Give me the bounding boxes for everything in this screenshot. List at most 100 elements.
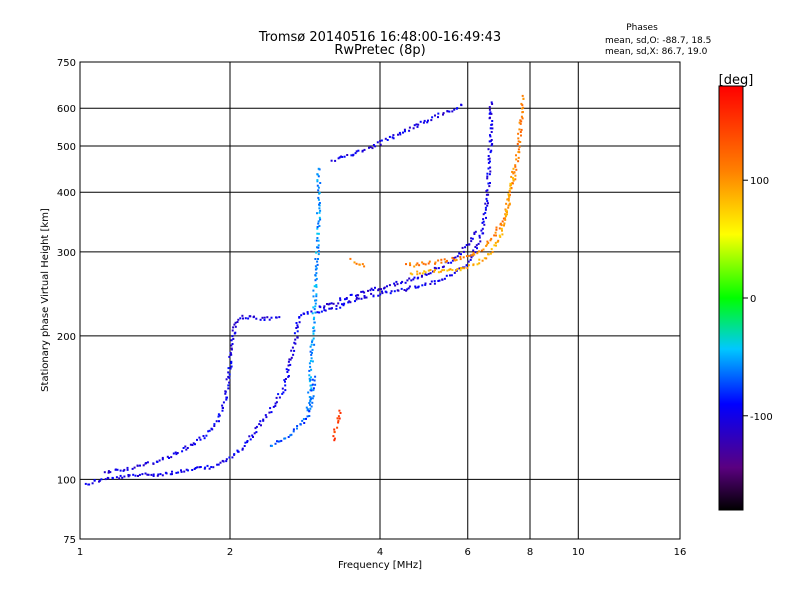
data-point [500, 227, 503, 230]
data-point [308, 415, 311, 417]
data-point [480, 229, 483, 232]
data-point [146, 473, 149, 476]
data-point [230, 347, 233, 350]
data-point [522, 97, 525, 100]
y-tick-label: 500 [57, 142, 76, 153]
data-point [315, 299, 318, 302]
data-point [308, 410, 311, 413]
data-point [302, 312, 305, 315]
data-point [309, 365, 312, 368]
data-point [308, 374, 311, 377]
data-point [306, 311, 309, 314]
data-point [441, 269, 444, 272]
data-point [398, 131, 401, 134]
chart-subtitle: RwPretec (8p) [334, 43, 425, 58]
data-point [309, 384, 312, 387]
data-point [315, 293, 318, 296]
data-point [490, 144, 493, 147]
data-point [510, 175, 513, 178]
data-point [372, 289, 375, 291]
data-point [316, 180, 319, 183]
data-point [455, 107, 458, 110]
data-point [490, 101, 493, 104]
data-point [272, 405, 275, 408]
x-tick-label: 16 [674, 547, 687, 558]
data-point [389, 292, 392, 295]
data-point [285, 368, 288, 371]
data-point [315, 251, 318, 254]
data-point [229, 352, 232, 355]
data-point [409, 272, 412, 275]
data-point [314, 383, 317, 386]
data-point [119, 474, 122, 477]
data-point [485, 244, 488, 247]
data-point [283, 379, 286, 382]
data-point [353, 261, 356, 264]
data-point [423, 119, 426, 122]
data-point [350, 154, 353, 157]
data-point [429, 269, 432, 271]
data-point [309, 345, 312, 348]
data-point [467, 260, 470, 263]
data-point [309, 360, 312, 362]
data-point [274, 404, 277, 407]
data-point [133, 466, 136, 469]
data-point [334, 159, 337, 162]
data-point [434, 261, 437, 264]
data-point [477, 242, 480, 245]
data-point [311, 383, 314, 386]
data-point [416, 273, 419, 276]
data-point [121, 476, 124, 479]
data-point [310, 397, 312, 400]
data-point [171, 470, 173, 473]
data-point [172, 452, 175, 455]
data-point [412, 278, 415, 281]
data-point [343, 155, 346, 158]
data-point [207, 430, 210, 433]
data-point [317, 253, 320, 256]
data-point [474, 230, 477, 233]
data-point [489, 111, 492, 114]
data-point [498, 227, 501, 230]
colorbar-label: [deg] [719, 73, 754, 88]
data-point [312, 318, 315, 321]
data-point [501, 229, 503, 232]
data-point [490, 237, 493, 240]
data-point [370, 292, 373, 295]
data-point [316, 226, 319, 228]
data-point [333, 437, 336, 440]
data-point [415, 123, 418, 126]
data-point [277, 440, 280, 443]
data-point [437, 116, 439, 119]
y-tick-label: 200 [57, 332, 76, 343]
data-point [315, 285, 318, 288]
data-point [424, 271, 427, 274]
data-point [161, 474, 164, 477]
data-point [507, 193, 510, 196]
data-point [263, 319, 266, 321]
data-point [520, 134, 522, 137]
data-point [270, 411, 273, 414]
data-point [282, 391, 285, 394]
data-point [298, 316, 301, 318]
data-point [468, 254, 471, 257]
data-point [221, 409, 224, 412]
data-point [484, 208, 487, 211]
data-point [323, 309, 326, 312]
data-point [443, 258, 446, 261]
data-point [341, 303, 343, 306]
data-point [205, 434, 208, 437]
data-point [368, 146, 370, 149]
data-point [300, 314, 303, 317]
data-point [317, 222, 320, 225]
data-point [199, 466, 202, 468]
data-point [393, 290, 396, 293]
data-point [459, 258, 462, 261]
data-point [355, 296, 358, 299]
data-point [107, 470, 110, 473]
data-point [388, 135, 391, 138]
data-point [379, 143, 382, 146]
data-point [225, 378, 228, 381]
data-point [515, 168, 518, 171]
data-point [337, 157, 340, 160]
